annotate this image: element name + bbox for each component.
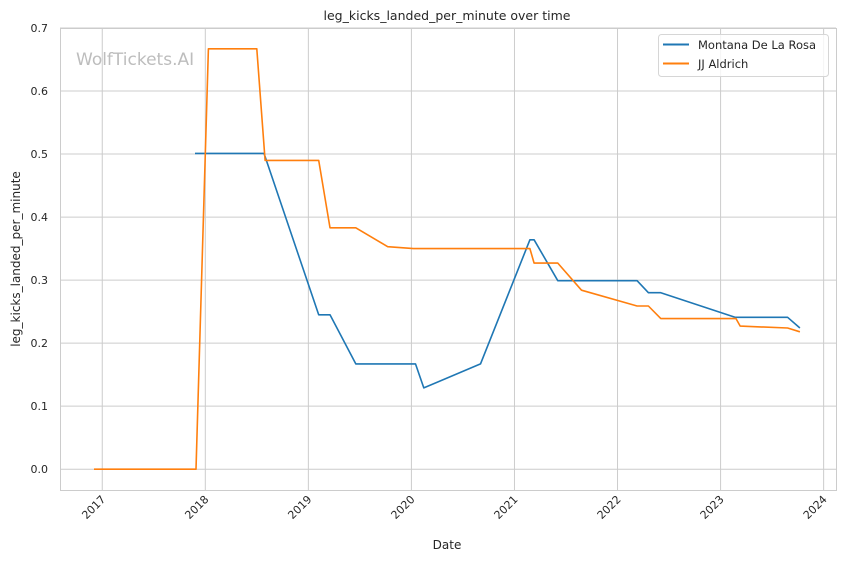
x-tick-label: 2022: [595, 493, 624, 522]
watermark: WolfTickets.AI: [76, 50, 194, 70]
x-tick-label: 2017: [79, 493, 108, 522]
chart-title: leg_kicks_landed_per_minute over time: [324, 8, 571, 23]
y-tick-label: 0.2: [31, 337, 49, 350]
y-tick-label: 0.6: [31, 85, 49, 98]
legend-label-aldrich: JJ Aldrich: [697, 57, 748, 71]
y-tick-label: 0.4: [31, 211, 49, 224]
x-tick-label: 2018: [182, 493, 211, 522]
x-tick-label: 2020: [389, 493, 418, 522]
legend-label-montana: Montana De La Rosa: [698, 38, 816, 52]
y-tick-label: 0.7: [31, 22, 49, 35]
x-tick-label: 2019: [285, 493, 314, 522]
x-tick-label: 2021: [492, 493, 521, 522]
y-axis-label: leg_kicks_landed_per_minute: [9, 171, 23, 347]
series-lines: [94, 47, 801, 471]
y-tick-label: 0.5: [31, 148, 49, 161]
y-tick-label: 0.3: [31, 274, 49, 287]
series-line-montana-de-la-rosa: [195, 152, 801, 389]
plot-frame: [60, 28, 837, 491]
grid: [60, 27, 836, 490]
y-tick-labels: 0.0 0.1 0.2 0.3 0.4 0.5 0.6 0.7: [31, 22, 49, 476]
legend: Montana De La Rosa JJ Aldrich: [658, 34, 829, 77]
y-tick-label: 0.1: [31, 400, 49, 413]
x-tick-labels: 2017 2018 2019 2020 2021 2022 2023 2024: [79, 493, 829, 522]
x-tick-label: 2024: [801, 493, 830, 522]
legend-box: [658, 34, 829, 77]
series-line-jj-aldrich: [94, 47, 801, 471]
x-axis-label: Date: [433, 538, 462, 552]
y-tick-label: 0.0: [31, 463, 49, 476]
x-tick-label: 2023: [698, 493, 727, 522]
